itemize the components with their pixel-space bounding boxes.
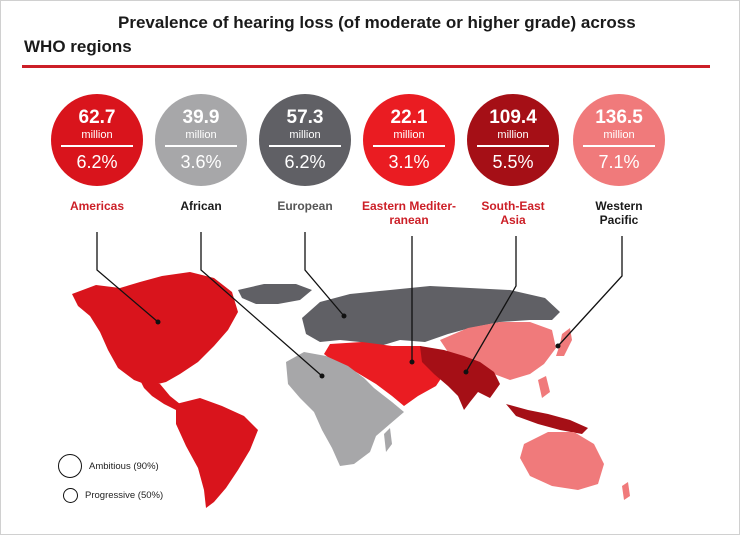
european-region-shape bbox=[302, 286, 560, 346]
cases-value: 62.7 bbox=[78, 107, 116, 128]
stat-circle-south-east-asia: 109.4 million 5.5% bbox=[467, 94, 559, 186]
circle-divider bbox=[165, 145, 237, 147]
circle-divider bbox=[61, 145, 133, 147]
cases-value: 39.9 bbox=[182, 107, 220, 128]
americas-south-shape bbox=[176, 398, 258, 508]
leader-line-african bbox=[200, 232, 323, 377]
circle-divider bbox=[269, 145, 341, 147]
legend-item-progressive: Progressive (50%) bbox=[63, 488, 163, 503]
leader-dot-european bbox=[341, 313, 347, 319]
region-label-line: ranean bbox=[389, 213, 429, 227]
leader-line-european bbox=[304, 232, 345, 317]
eastern-mediterranean-shape bbox=[324, 342, 448, 406]
new-zealand-shape bbox=[622, 482, 630, 500]
madagascar-shape bbox=[384, 428, 392, 452]
region-label-line: Pacific bbox=[599, 213, 639, 227]
cases-unit: million bbox=[497, 129, 529, 141]
legend-large-circle-icon bbox=[58, 454, 82, 478]
region-label-african: African bbox=[141, 199, 261, 213]
percent-value: 6.2% bbox=[76, 152, 118, 172]
african-region-shape bbox=[286, 352, 404, 466]
cases-unit: million bbox=[185, 129, 217, 141]
leader-line-western-pacific bbox=[557, 236, 623, 347]
region-label-line: Western bbox=[595, 199, 643, 213]
region-label-european: European bbox=[245, 199, 365, 213]
region-label-line: European bbox=[277, 199, 333, 213]
region-label-line: African bbox=[180, 199, 222, 213]
percent-value: 3.1% bbox=[388, 152, 430, 172]
stat-circle-european: 57.3 million 6.2% bbox=[259, 94, 351, 186]
chart-title-line-1: Prevalence of hearing loss (of moderate … bbox=[118, 13, 636, 32]
percent-value: 7.1% bbox=[598, 152, 640, 172]
western-pacific-mainland-shape bbox=[440, 322, 556, 380]
region-label-americas: Americas bbox=[37, 199, 157, 213]
cases-unit: million bbox=[289, 129, 321, 141]
region-label-western-pacific: Western Pacific bbox=[559, 199, 679, 227]
stat-circle-americas: 62.7 million 6.2% bbox=[51, 94, 143, 186]
region-label-line: Eastern Mediter- bbox=[361, 199, 457, 213]
leader-line-south-east-asia bbox=[465, 236, 517, 373]
percent-value: 3.6% bbox=[180, 152, 222, 172]
region-label-south-east-asia: South-East Asia bbox=[453, 199, 573, 227]
circle-divider bbox=[583, 145, 655, 147]
leader-dot-south-east-asia bbox=[463, 369, 469, 375]
stat-circle-eastern-mediterranean: 22.1 million 3.1% bbox=[363, 94, 455, 186]
cases-value: 57.3 bbox=[286, 107, 324, 128]
region-label-line: Asia bbox=[500, 213, 526, 227]
leader-dot-eastern-mediterranean bbox=[409, 359, 415, 365]
leader-dot-western-pacific bbox=[555, 343, 561, 349]
legend-label-ambitious: Ambitious (90%) bbox=[89, 460, 159, 472]
legend-item-ambitious: Ambitious (90%) bbox=[58, 454, 159, 478]
japan-shape bbox=[556, 328, 572, 356]
americas-central-shape bbox=[140, 380, 180, 410]
australia-shape bbox=[520, 432, 604, 490]
leader-line-americas bbox=[96, 232, 159, 323]
cases-value: 109.4 bbox=[489, 107, 537, 128]
region-label-line: Americas bbox=[69, 199, 125, 213]
circle-divider bbox=[373, 145, 445, 147]
region-label-line: South-East bbox=[481, 199, 545, 213]
percent-value: 6.2% bbox=[284, 152, 326, 172]
chart-title: Prevalence of hearing loss (of moderate … bbox=[24, 11, 714, 59]
percent-value: 5.5% bbox=[492, 152, 534, 172]
philippines-shape bbox=[538, 376, 550, 398]
leader-dot-african bbox=[319, 373, 325, 379]
south-east-asia-shape bbox=[420, 346, 500, 410]
leader-dot-americas bbox=[155, 319, 161, 325]
cases-value: 22.1 bbox=[390, 107, 428, 128]
legend-label-progressive: Progressive (50%) bbox=[85, 490, 164, 501]
region-label-eastern-mediterranean: Eastern Mediter-ranean bbox=[349, 199, 469, 227]
cases-unit: million bbox=[393, 129, 425, 141]
indonesia-shape bbox=[506, 404, 588, 434]
cases-value: 136.5 bbox=[595, 107, 643, 128]
americas-north-shape bbox=[72, 272, 238, 386]
chart-title-line-2: WHO regions bbox=[24, 37, 132, 56]
stat-circle-african: 39.9 million 3.6% bbox=[155, 94, 247, 186]
legend-small-circle-icon bbox=[63, 488, 78, 503]
stat-circle-western-pacific: 136.5 million 7.1% bbox=[573, 94, 665, 186]
circle-divider bbox=[477, 145, 549, 147]
title-rule bbox=[22, 65, 710, 68]
cases-unit: million bbox=[603, 129, 635, 141]
cases-unit: million bbox=[81, 129, 113, 141]
greenland-shape bbox=[238, 284, 312, 304]
